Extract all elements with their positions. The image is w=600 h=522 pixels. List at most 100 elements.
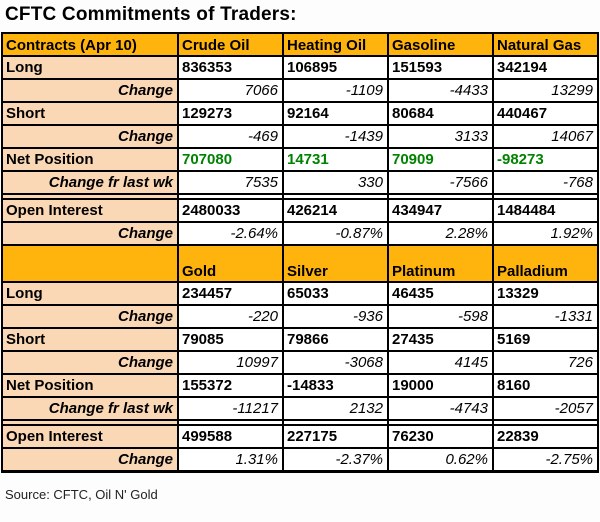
cell-platinum-open-interest: 76230 <box>387 424 494 449</box>
cell-gasoline-net-position: 70909 <box>387 147 494 172</box>
cell-platinum-spacer <box>387 419 494 426</box>
cell-palladium-long: 13329 <box>492 281 599 306</box>
column-header-silver: Silver <box>282 244 389 283</box>
column-header-heating-oil: Heating Oil <box>282 32 389 57</box>
cell-gasoline-change: 3133 <box>387 124 494 149</box>
cell-gold-net-position: 155372 <box>177 373 284 398</box>
cell-crude-oil-open-interest: 2480033 <box>177 198 284 223</box>
cell-heating-oil-long: 106895 <box>282 55 389 80</box>
cell-natural-gas-net-position: -98273 <box>492 147 599 172</box>
cell-silver-change-fr-last-wk: 2132 <box>282 396 389 421</box>
cell-heating-oil-change: -1109 <box>282 78 389 103</box>
cell-gold-change: -220 <box>177 304 284 329</box>
cell-silver-change: -3068 <box>282 350 389 375</box>
row-label: Net Position <box>1 147 179 172</box>
row-label <box>1 419 179 426</box>
cell-natural-gas-change: 1.92% <box>492 221 599 246</box>
row-label: Change <box>1 447 179 473</box>
row-label: Net Position <box>1 373 179 398</box>
column-header-blank <box>1 244 179 283</box>
table-row-change: Change -469 -1439 3133 14067 <box>1 124 599 149</box>
cell-crude-oil-short: 129273 <box>177 101 284 126</box>
column-header-natural-gas: Natural Gas <box>492 32 599 57</box>
cell-silver-short: 79866 <box>282 327 389 352</box>
cell-heating-oil-open-interest: 426214 <box>282 198 389 223</box>
cell-gasoline-spacer <box>387 193 494 200</box>
column-header-crude-oil: Crude Oil <box>177 32 284 57</box>
cell-palladium-change-fr-last-wk: -2057 <box>492 396 599 421</box>
cell-palladium-short: 5169 <box>492 327 599 352</box>
table-row-long: Long 234457 65033 46435 13329 <box>1 281 599 306</box>
cell-palladium-change: -2.75% <box>492 447 599 473</box>
page-title: CFTC Commitments of Traders: <box>5 4 297 25</box>
cell-palladium-open-interest: 22839 <box>492 424 599 449</box>
cell-silver-change: -2.37% <box>282 447 389 473</box>
section-1-header-row: Contracts (Apr 10) Crude Oil Heating Oil Ga… <box>1 32 599 57</box>
cell-heating-oil-net-position: 14731 <box>282 147 389 172</box>
source-note: Source: CFTC, Oil N' Gold <box>5 487 158 502</box>
row-label: Change <box>1 350 179 375</box>
cell-platinum-short: 27435 <box>387 327 494 352</box>
table-row-change: Change 7066 -1109 -4433 13299 <box>1 78 599 103</box>
table-row-net-position: Net Position 155372 -14833 19000 8160 <box>1 373 599 398</box>
cell-gold-long: 234457 <box>177 281 284 306</box>
cell-gold-change-fr-last-wk: -11217 <box>177 396 284 421</box>
table-row-long: Long 836353 106895 151593 342194 <box>1 55 599 80</box>
column-header-gasoline: Gasoline <box>387 32 494 57</box>
cell-palladium-change: -1331 <box>492 304 599 329</box>
cell-platinum-change-fr-last-wk: -4743 <box>387 396 494 421</box>
cell-natural-gas-long: 342194 <box>492 55 599 80</box>
cell-natural-gas-change: 14067 <box>492 124 599 149</box>
cell-natural-gas-short: 440467 <box>492 101 599 126</box>
cell-heating-oil-change: -0.87% <box>282 221 389 246</box>
cell-gasoline-short: 80684 <box>387 101 494 126</box>
cell-gold-change: 10997 <box>177 350 284 375</box>
column-header-gold: Gold <box>177 244 284 283</box>
table-row-change: Change 1.31% -2.37% 0.62% -2.75% <box>1 447 599 473</box>
cell-natural-gas-change: 13299 <box>492 78 599 103</box>
row-label: Open Interest <box>1 424 179 449</box>
table-row-spacer <box>1 193 599 200</box>
row-label: Change <box>1 304 179 329</box>
table-row-net-position: Net Position 707080 14731 70909 -98273 <box>1 147 599 172</box>
cell-gold-short: 79085 <box>177 327 284 352</box>
row-label: Long <box>1 281 179 306</box>
cell-crude-oil-change: -469 <box>177 124 284 149</box>
cell-natural-gas-spacer <box>492 193 599 200</box>
row-label: Change fr last wk <box>1 170 179 195</box>
cell-crude-oil-change-fr-last-wk: 7535 <box>177 170 284 195</box>
cell-platinum-change: 4145 <box>387 350 494 375</box>
cell-heating-oil-change: -1439 <box>282 124 389 149</box>
table-row-open-interest: Open Interest 2480033 426214 434947 1484484 <box>1 198 599 223</box>
cell-silver-long: 65033 <box>282 281 389 306</box>
row-label: Short <box>1 101 179 126</box>
table-row-short: Short 129273 92164 80684 440467 <box>1 101 599 126</box>
row-label: Long <box>1 55 179 80</box>
cell-platinum-net-position: 19000 <box>387 373 494 398</box>
section-2-header-row: Gold Silver Platinum Palladium <box>1 244 599 283</box>
cell-heating-oil-spacer <box>282 193 389 200</box>
row-label <box>1 193 179 200</box>
row-label: Change fr last wk <box>1 396 179 421</box>
table-row-change-fr-last-wk: Change fr last wk 7535 330 -7566 -768 <box>1 170 599 195</box>
cell-silver-net-position: -14833 <box>282 373 389 398</box>
cell-gasoline-open-interest: 434947 <box>387 198 494 223</box>
cell-gold-spacer <box>177 419 284 426</box>
cell-palladium-net-position: 8160 <box>492 373 599 398</box>
cell-crude-oil-spacer <box>177 193 284 200</box>
cell-natural-gas-change-fr-last-wk: -768 <box>492 170 599 195</box>
cell-gasoline-change: -4433 <box>387 78 494 103</box>
table-row-change: Change 10997 -3068 4145 726 <box>1 350 599 375</box>
cell-gold-open-interest: 499588 <box>177 424 284 449</box>
column-header-palladium: Palladium <box>492 244 599 283</box>
cell-palladium-spacer <box>492 419 599 426</box>
cell-crude-oil-long: 836353 <box>177 55 284 80</box>
cell-heating-oil-change-fr-last-wk: 330 <box>282 170 389 195</box>
cell-crude-oil-net-position: 707080 <box>177 147 284 172</box>
cell-silver-open-interest: 227175 <box>282 424 389 449</box>
cell-gasoline-change-fr-last-wk: -7566 <box>387 170 494 195</box>
row-label: Change <box>1 78 179 103</box>
row-label: Short <box>1 327 179 352</box>
table-row-spacer <box>1 419 599 426</box>
table-row-change: Change -2.64% -0.87% 2.28% 1.92% <box>1 221 599 246</box>
